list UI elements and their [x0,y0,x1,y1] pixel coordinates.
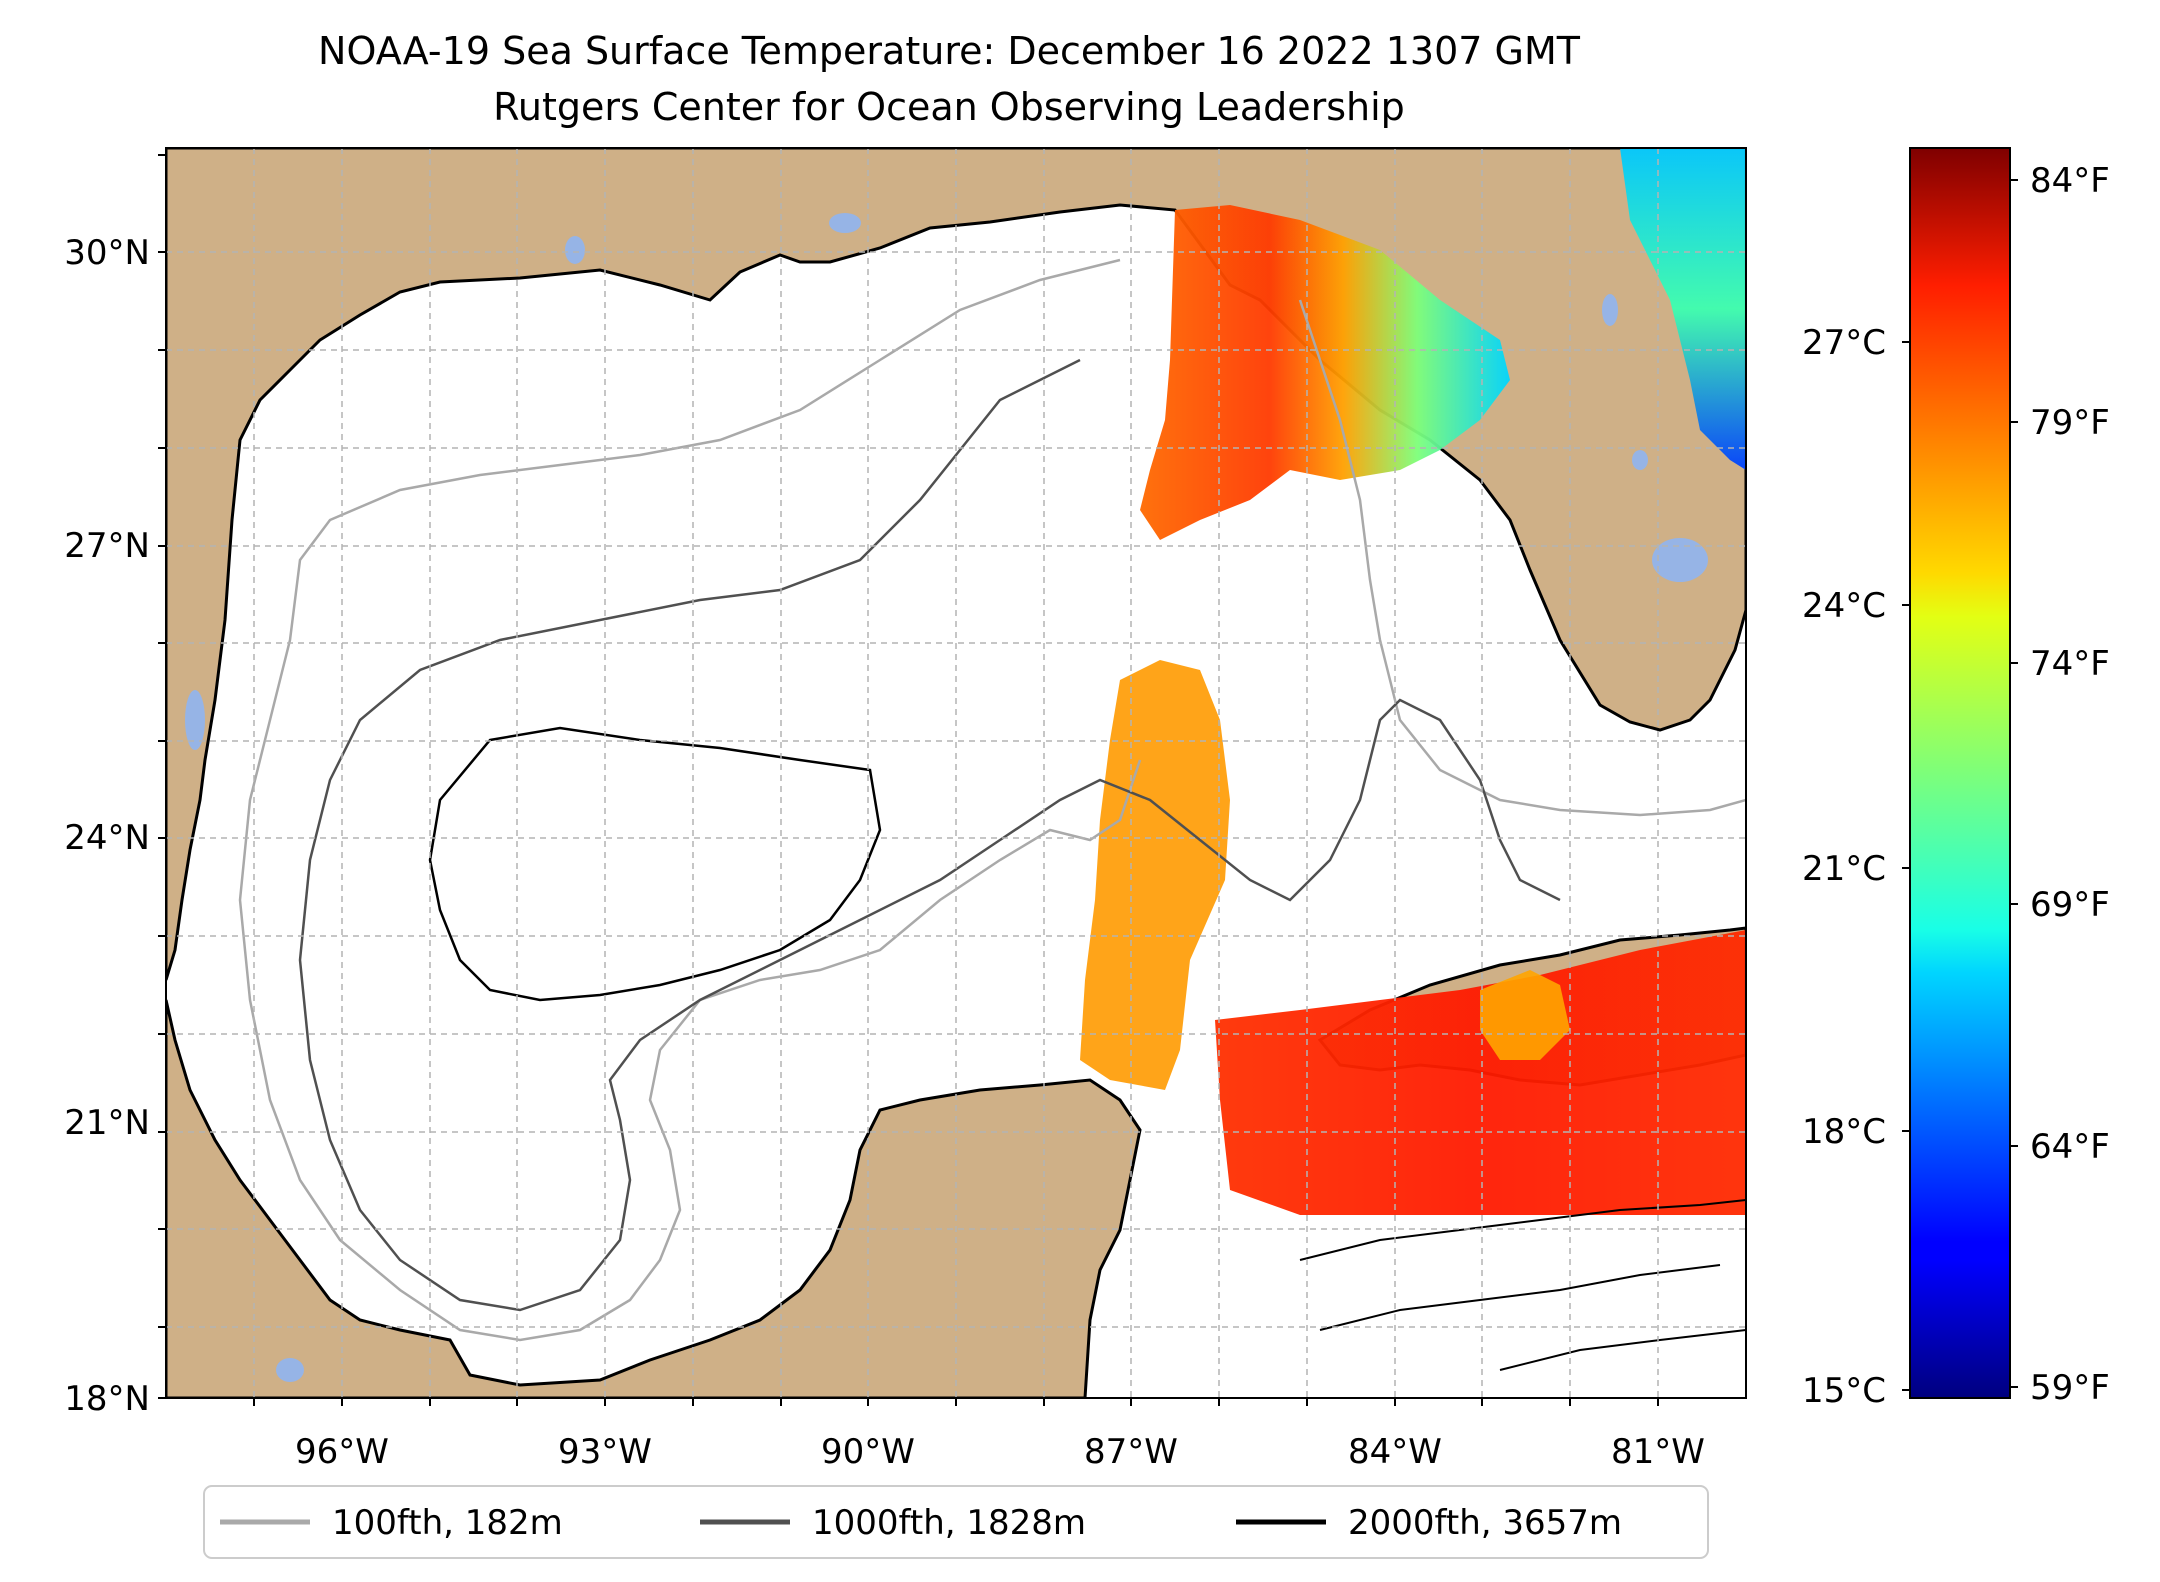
fahrenheit-tick-label: 69°F [2030,885,2110,925]
legend: 100fth, 182m 1000fth, 1828m 2000fth, 365… [203,1485,1709,1559]
celsius-tick-label: 24°C [1802,586,1886,626]
lat-tick-label: 21°N [64,1103,150,1143]
lon-tick-labels: 96°W 93°W 90°W 87°W 84°W 81°W [295,1432,1705,1472]
lon-tick-label: 90°W [821,1432,915,1472]
lon-tick-label: 81°W [1611,1432,1705,1472]
contour-2000fth [428,726,882,1002]
celsius-tick-label: 27°C [1802,323,1886,363]
bathymetry-contours [238,258,1746,1371]
fahrenheit-tick-labels: 84°F 79°F 74°F 69°F 64°F 59°F [2030,161,2110,1408]
lat-tick-label: 18°N [64,1379,150,1419]
fahrenheit-tick-label: 74°F [2030,644,2110,684]
fahrenheit-tick-label: 59°F [2030,1368,2110,1408]
sst-patch-cuba [1480,970,1570,1060]
legend-label: 1000fth, 1828m [812,1503,1086,1543]
celsius-tick-label: 15°C [1802,1371,1886,1411]
fahrenheit-tick-label: 79°F [2030,403,2110,443]
lat-tick-label: 27°N [64,526,150,566]
sst-swaths [1080,148,1746,1215]
lon-ticks [253,1398,1659,1406]
celsius-tick-label: 18°C [1802,1112,1886,1152]
lon-tick-label: 96°W [295,1432,389,1472]
land-mexico-south [166,999,1142,1398]
fahrenheit-tick-label: 84°F [2030,161,2110,201]
sst-swath-middle [1080,660,1230,1090]
contour-2000fth-south [1299,1199,1746,1371]
celsius-tick-labels: 27°C 24°C 21°C 18°C 15°C [1802,323,1886,1411]
celsius-ticks [1902,341,1910,1391]
legend-label: 2000fth, 3657m [1348,1503,1622,1543]
lakes [185,213,1708,1382]
fahrenheit-tick-label: 64°F [2030,1127,2110,1167]
sst-swath-south [1215,930,1746,1215]
celsius-tick-label: 21°C [1802,849,1886,889]
contour-100fth [238,258,1746,1342]
lon-tick-label: 87°W [1084,1432,1178,1472]
sst-swath-northeast [1620,148,1746,470]
title-line-1: NOAA-19 Sea Surface Temperature: Decembe… [318,29,1581,73]
lon-tick-label: 93°W [558,1432,652,1472]
legend-label: 100fth, 182m [332,1503,563,1543]
lat-tick-label: 24°N [64,818,150,858]
lat-ticks [158,154,166,1399]
lon-tick-label: 84°W [1348,1432,1442,1472]
map-panel [166,148,1746,1398]
contour-1000fth [298,358,1561,1312]
legend-box [203,1485,1709,1559]
fahrenheit-ticks [2010,179,2018,1388]
colorbar [1909,147,2011,1399]
title-line-2: Rutgers Center for Ocean Observing Leade… [493,85,1405,129]
lat-tick-labels: 18°N 21°N 24°N 27°N 30°N [64,233,150,1419]
lat-tick-label: 30°N [64,233,150,273]
